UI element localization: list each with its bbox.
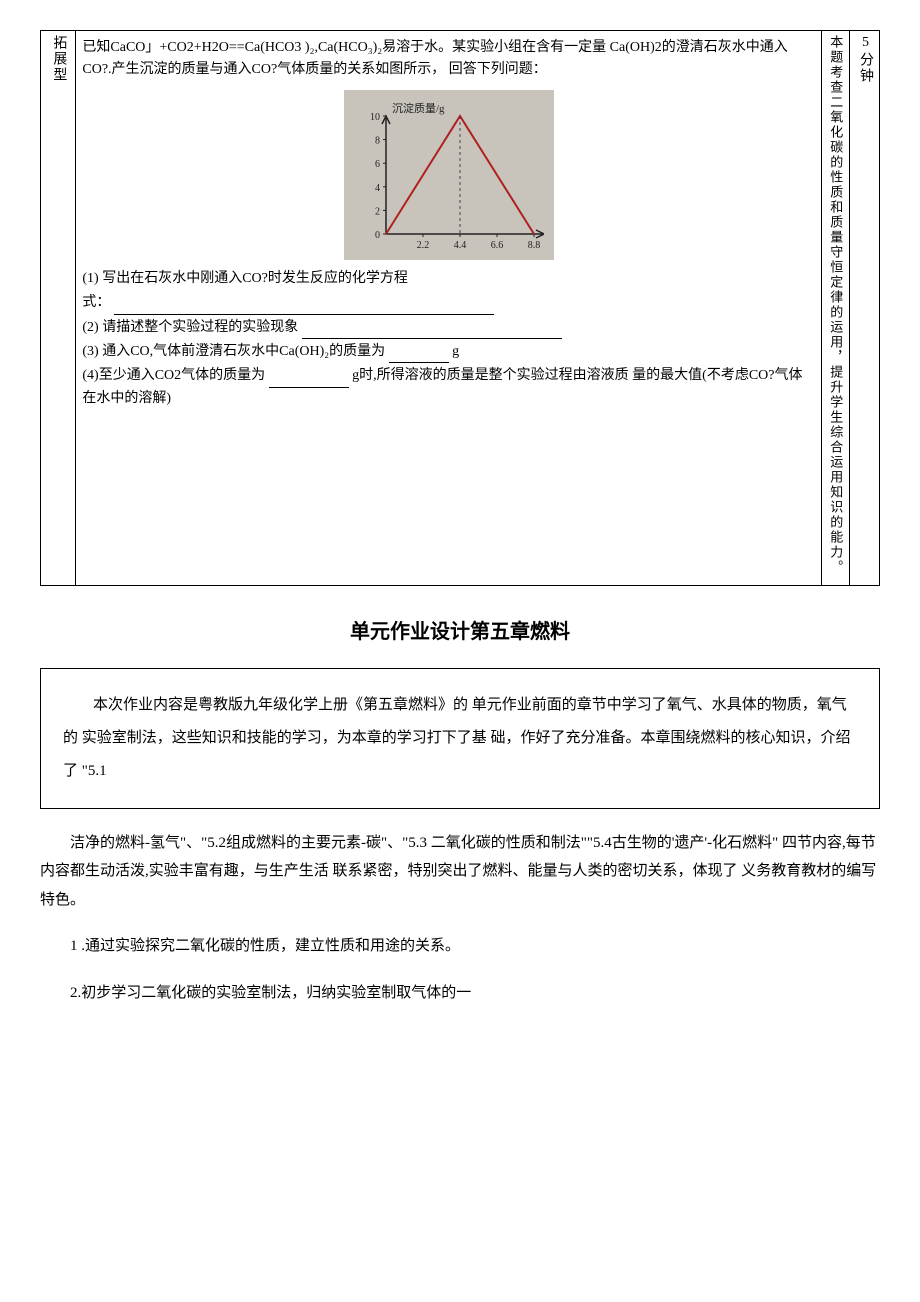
intro-box: 本次作业内容是粤教版九年级化学上册《第五章燃料》的 单元作业前面的章节中学习了氧… (40, 668, 880, 809)
svg-text:8: 8 (375, 135, 380, 146)
q4-blank (269, 374, 349, 388)
time-cell: 5分钟 (850, 31, 880, 586)
intro-box-text: 本次作业内容是粤教版九年级化学上册《第五章燃料》的 单元作业前面的章节中学习了氧… (63, 689, 857, 788)
content-cell: 已知CaCO」+CO2+H2O==Ca(HCO3 )₂,Ca(HCO₃)₂易溶于… (76, 31, 821, 586)
svg-text:10: 10 (370, 112, 380, 123)
svg-text:6.6: 6.6 (490, 240, 503, 248)
svg-text:2.2: 2.2 (416, 240, 429, 248)
q4-a: (4)至少通入CO2气体的质量为 (82, 368, 265, 383)
svg-text:4: 4 (375, 183, 380, 194)
q2-blank (302, 325, 562, 339)
type-label: 拓展型 (47, 35, 69, 83)
q3-blank (389, 349, 449, 363)
q1-line1: (1) 写出在石灰水中刚通入CO?时发生反应的化学方程 (82, 268, 814, 290)
note-label: 本题考查二氧化碳的性质和质量守恒定律的运用，提升学生综合运用知识的能力。 (828, 35, 844, 575)
list-item-1: 1 .通过实验探究二氧化碳的性质，建立性质和用途的关系。 (40, 932, 880, 961)
svg-text:8.8: 8.8 (527, 240, 540, 248)
para-1: 洁净的燃料-氢气"、"5.2组成燃料的主要元素-碳"、"5.3 二氧化碳的性质和… (40, 829, 880, 915)
problem-intro: 已知CaCO」+CO2+H2O==Ca(HCO3 )₂,Ca(HCO₃)₂易溶于… (82, 37, 814, 82)
q1-suffix: 式： (82, 295, 110, 310)
svg-text:沉淀质量/g: 沉淀质量/g (392, 101, 445, 115)
chart-container: 沉淀质量/g10864202.24.46.68.88 (82, 90, 814, 260)
q1-line2: 式： (82, 292, 814, 314)
svg-text:6: 6 (375, 159, 380, 170)
q2-text: (2) 请描述整个实验过程的实验现象 (82, 320, 298, 335)
q4-line: (4)至少通入CO2气体的质量为 g时,所得溶液的质量是整个实验过程由溶液质 量… (82, 365, 814, 410)
q1-blank (114, 301, 494, 315)
exercise-table: 拓展型 已知CaCO」+CO2+H2O==Ca(HCO3 )₂,Ca(HCO₃)… (40, 30, 880, 586)
time-label: 5分钟 (856, 35, 873, 84)
q2-line: (2) 请描述整个实验过程的实验现象 (82, 317, 814, 339)
svg-text:0: 0 (375, 230, 380, 241)
svg-text:2: 2 (375, 206, 380, 217)
section-title: 单元作业设计第五章燃料 (40, 616, 880, 648)
svg-text:4.4: 4.4 (453, 240, 466, 248)
q3-a: (3) 通入CO,气体前澄清石灰水中Ca(OH)₂的质量为 (82, 344, 385, 359)
note-cell: 本题考查二氧化碳的性质和质量守恒定律的运用，提升学生综合运用知识的能力。 (821, 31, 850, 586)
q3-line: (3) 通入CO,气体前澄清石灰水中Ca(OH)₂的质量为 g (82, 341, 814, 363)
list-item-2: 2.初步学习二氧化碳的实验室制法，归纳实验室制取气体的一 (40, 979, 880, 1008)
type-cell: 拓展型 (41, 31, 76, 586)
precipitate-chart: 沉淀质量/g10864202.24.46.68.88 (354, 98, 544, 248)
chart-box: 沉淀质量/g10864202.24.46.68.88 (344, 90, 554, 260)
q3-b: g (452, 344, 459, 359)
